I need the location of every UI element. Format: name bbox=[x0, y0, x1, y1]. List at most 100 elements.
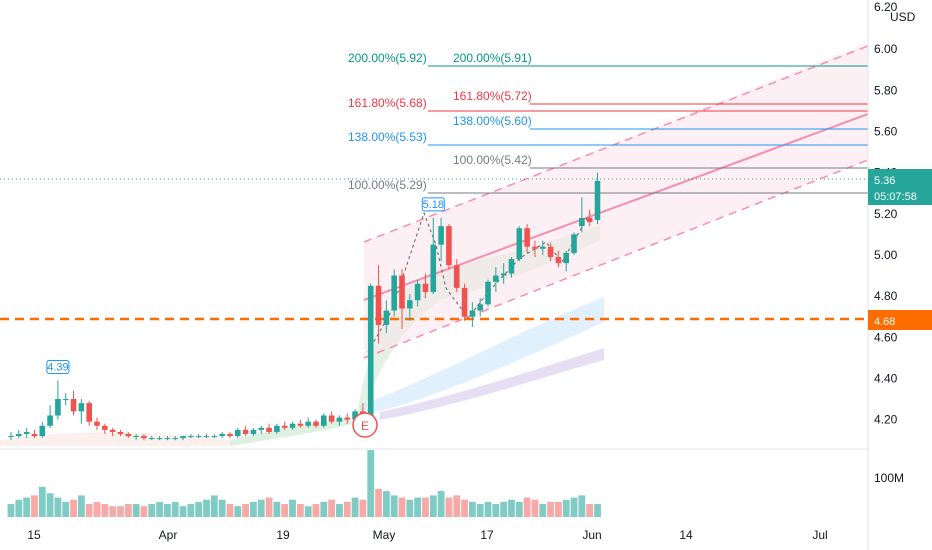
volume-bar bbox=[250, 501, 257, 517]
volume-bar bbox=[390, 495, 398, 517]
fib-left-label: 200.00%(5.92) bbox=[348, 51, 427, 65]
volume-bar bbox=[429, 495, 437, 517]
volume-bar bbox=[226, 504, 234, 517]
candle-body bbox=[461, 287, 468, 317]
candle-body bbox=[141, 436, 147, 439]
candle-body bbox=[532, 246, 538, 249]
volume-bar bbox=[437, 491, 445, 517]
candle-body bbox=[493, 275, 499, 282]
volume-bar bbox=[539, 504, 547, 517]
volume-bar bbox=[461, 499, 468, 517]
price-annotations: 4.39 5.18 bbox=[46, 197, 445, 374]
candle-body bbox=[258, 427, 265, 430]
price-tick-label: 4.60 bbox=[874, 330, 898, 344]
price-tick-label: 5.00 bbox=[874, 248, 898, 262]
candle-body bbox=[227, 434, 233, 437]
candle-body bbox=[250, 429, 257, 435]
volume-bar bbox=[148, 504, 156, 517]
time-axis[interactable]: 15 Apr 19 May 17 Jun 14 Jul bbox=[27, 528, 827, 542]
volume-bar bbox=[445, 497, 453, 517]
volume-bar bbox=[523, 497, 531, 517]
volume-bar bbox=[77, 495, 85, 517]
currency-label: USD bbox=[890, 10, 916, 24]
time-tick-label: Jun bbox=[582, 528, 601, 542]
volume-bar bbox=[93, 501, 101, 517]
candle-body bbox=[117, 431, 124, 435]
volume-bar bbox=[124, 504, 132, 517]
volume-bar bbox=[289, 499, 296, 517]
volume-bar bbox=[195, 501, 203, 517]
candle-body bbox=[242, 429, 249, 435]
time-tick-label: 19 bbox=[276, 528, 290, 542]
candle-body bbox=[375, 285, 382, 325]
volume-bar bbox=[164, 504, 171, 517]
volume-bar bbox=[7, 504, 15, 517]
volume-bar bbox=[101, 504, 109, 517]
volume-bar bbox=[234, 506, 242, 517]
volume-bar bbox=[171, 501, 179, 517]
price-tick-label: 6.20 bbox=[874, 0, 898, 14]
candle-body bbox=[16, 434, 22, 437]
price-tick-label: 6.00 bbox=[874, 42, 898, 56]
price-axis[interactable]: 6.206.005.805.605.405.205.004.804.604.40… bbox=[874, 0, 898, 427]
volume-bar bbox=[62, 501, 70, 517]
time-tick-label: 15 bbox=[27, 528, 41, 542]
candle-body bbox=[430, 244, 437, 293]
candle-body bbox=[563, 252, 570, 264]
volume-bar bbox=[578, 495, 586, 517]
candle-body bbox=[328, 415, 335, 422]
candle-body bbox=[586, 217, 593, 223]
volume-bar bbox=[187, 504, 195, 517]
candle-body bbox=[547, 246, 554, 258]
bar-countdown-label: 05:07:58 bbox=[874, 191, 917, 203]
candle-body bbox=[78, 403, 85, 412]
candle-body bbox=[516, 228, 523, 260]
volume-bar bbox=[414, 497, 422, 517]
volume-bar bbox=[109, 506, 117, 517]
volume-bar bbox=[312, 504, 320, 517]
candlestick-series bbox=[8, 172, 601, 441]
fib-left-label: 100.00%(5.29) bbox=[348, 178, 427, 192]
volume-bar bbox=[398, 497, 406, 517]
candle-body bbox=[446, 226, 452, 266]
candle-body bbox=[500, 273, 507, 276]
candle-body bbox=[86, 403, 92, 422]
last-price-badge[interactable] bbox=[868, 169, 932, 205]
volume-bar bbox=[515, 501, 523, 517]
hline-price-badge[interactable] bbox=[868, 310, 932, 330]
volume-bar bbox=[555, 501, 562, 517]
candle-body bbox=[469, 310, 476, 317]
candle-body bbox=[274, 425, 280, 432]
candle-body bbox=[125, 434, 132, 437]
price-annotation-label: 5.18 bbox=[423, 199, 444, 211]
candle-body bbox=[321, 415, 327, 426]
volume-bar bbox=[500, 501, 508, 517]
volume-bar bbox=[570, 497, 578, 517]
volume-bar bbox=[179, 506, 187, 517]
fib-right-label: 100.00%(5.42) bbox=[453, 153, 532, 167]
volume-bar bbox=[265, 497, 273, 517]
candle-body bbox=[453, 265, 460, 288]
volume-bar bbox=[359, 499, 367, 517]
candle-body bbox=[266, 427, 272, 432]
volume-bar bbox=[336, 504, 343, 517]
volume-bar bbox=[328, 499, 336, 517]
candle-body bbox=[579, 217, 585, 227]
time-tick-label: 14 bbox=[679, 528, 693, 542]
earnings-marker[interactable] bbox=[352, 412, 378, 438]
candle-body bbox=[367, 285, 374, 416]
candle-body bbox=[164, 438, 171, 440]
volume-bar bbox=[343, 501, 351, 517]
volume-bar bbox=[15, 499, 23, 517]
volume-bar bbox=[257, 499, 265, 517]
volume-bar bbox=[586, 504, 594, 517]
channel-fill bbox=[364, 43, 868, 358]
ma-band-purple bbox=[380, 348, 604, 420]
price-annotation-box bbox=[421, 197, 445, 212]
volume-bar bbox=[140, 506, 148, 517]
volume-bar bbox=[320, 501, 328, 517]
candle-body bbox=[109, 429, 116, 432]
fib-left-label: 161.80%(5.68) bbox=[348, 96, 427, 110]
price-tick-label: 4.80 bbox=[874, 289, 898, 303]
